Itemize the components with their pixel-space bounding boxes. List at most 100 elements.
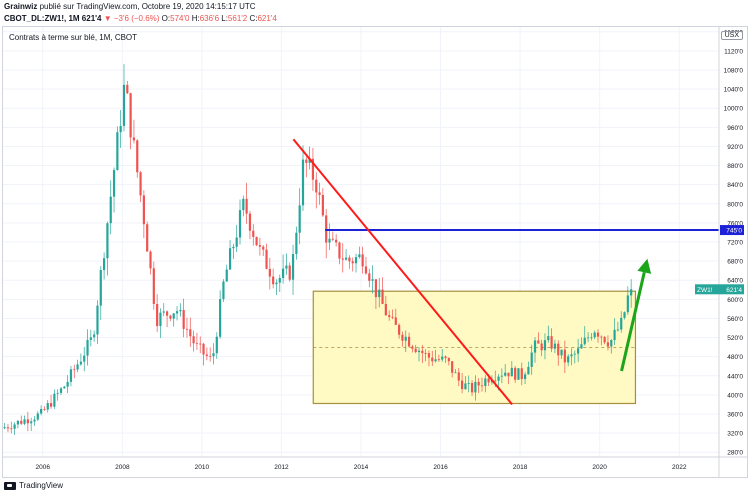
candle-body [16,420,20,425]
candle-body [192,336,195,344]
candle-body [514,367,517,380]
ohlc-low-label: L: [221,14,228,23]
candle-body [348,257,351,262]
y-tick-label: 920'0 [727,144,743,151]
candle-body [162,311,165,313]
candle-body [308,158,311,163]
trend-line[interactable] [292,138,513,406]
candle-body [374,279,378,298]
candle-body [411,346,414,349]
candle-body [252,230,255,237]
y-tick-label: 1120'0 [724,48,743,55]
x-tick-label: 2022 [672,464,687,471]
currency-button[interactable]: USX [720,31,743,40]
candle-body [368,273,371,281]
candle-body [255,236,258,246]
time-axis[interactable]: 2006 2008 2010 2012 2014 2016 2018 2020 2022 [36,464,687,471]
candle-body [202,343,205,355]
y-tick-label: 1000'0 [724,106,744,113]
symbol-name[interactable]: CBOT_DL:ZW1!, 1M [4,14,80,23]
arrow-head [637,258,652,274]
price-axis[interactable]: 1160'01120'01080'01040'01000'0960'0920'0… [724,29,744,456]
candle-body [338,242,341,259]
candle-body [427,353,431,358]
candle-body [209,355,212,357]
candle-body [623,312,626,318]
candle-body [99,270,102,306]
publish-info: Grainwiz publié sur TradingView.com, Oct… [4,2,256,11]
candle-body [441,356,444,360]
candle-body [384,303,387,316]
symbol-info: CBOT_DL:ZW1!, 1M 621'4 ▼ −3'6 (−0.6%) O:… [4,14,277,23]
candle-body [83,355,86,362]
candle-body [20,420,23,424]
candle-body [179,309,182,312]
price-change: ▼ −3'6 (−0.6%) [103,14,160,23]
candle-body [215,336,218,354]
y-tick-label: 800'0 [727,201,743,208]
candle-body [40,408,43,414]
y-tick-label: 760'0 [727,220,743,227]
ohlc-low-value: 561'2 [227,14,248,23]
candle-body [185,328,189,330]
last-price-label-bg [695,284,744,295]
candle-body [444,356,447,359]
candle-body [66,381,69,387]
x-tick-label: 2016 [433,464,448,471]
candle-body [461,380,464,390]
x-tick-label: 2006 [36,464,51,471]
candle-body [474,381,477,393]
candle-body [315,179,318,193]
ohlc-high-label: H: [191,14,200,23]
y-tick-label: 640'0 [727,278,743,285]
candle-body [275,282,278,285]
candle-body [467,382,470,384]
y-tick-label: 1040'0 [724,87,744,94]
candle-body [454,372,457,374]
candle-body [228,248,232,270]
grid [3,27,719,457]
candle-body [79,361,82,365]
publish-date: publié sur TradingView.com, Octobre 19, … [39,2,256,11]
candle-body [311,158,315,180]
candle-body [139,172,142,196]
candle-body [610,340,613,347]
y-tick-label: 680'0 [727,259,743,266]
candle-body [109,196,112,224]
x-tick-label: 2018 [513,464,528,471]
candle-body [112,170,116,197]
y-tick-label: 520'0 [727,335,743,342]
candle-body [457,372,460,381]
candle-body [301,159,305,206]
author-name[interactable]: Grainwiz [4,2,38,11]
candle-body [36,413,39,420]
candle-body [282,268,285,278]
candle-body [421,350,424,354]
tradingview-logo[interactable]: TradingView [4,481,63,490]
candle-body [325,215,328,243]
candle-body [401,334,404,341]
candle-body [447,358,450,362]
x-tick-label: 2012 [274,464,289,471]
candle-body [199,343,202,345]
price-chart[interactable]: 1160'01120'01080'01040'01000'0960'0920'0… [3,27,747,477]
candle-body [56,392,59,394]
candle-body [248,213,252,231]
candle-body [272,276,275,285]
candle-body [76,364,79,370]
y-tick-label: 840'0 [727,182,743,189]
candle-body [136,140,139,173]
x-tick-label: 2014 [354,464,369,471]
candle-body [520,368,523,380]
candle-body [119,125,122,133]
candle-body [470,382,474,393]
candle-body [500,375,503,377]
candle-body [567,356,570,363]
candle-body [523,374,527,380]
candle-body [49,403,53,407]
tradingview-icon [4,481,16,490]
candle-body [371,279,374,281]
arrow-drawing[interactable] [620,258,652,372]
chart-panel[interactable]: 1160'01120'01080'01040'01000'0960'0920'0… [2,26,748,478]
candle-body [172,313,175,319]
